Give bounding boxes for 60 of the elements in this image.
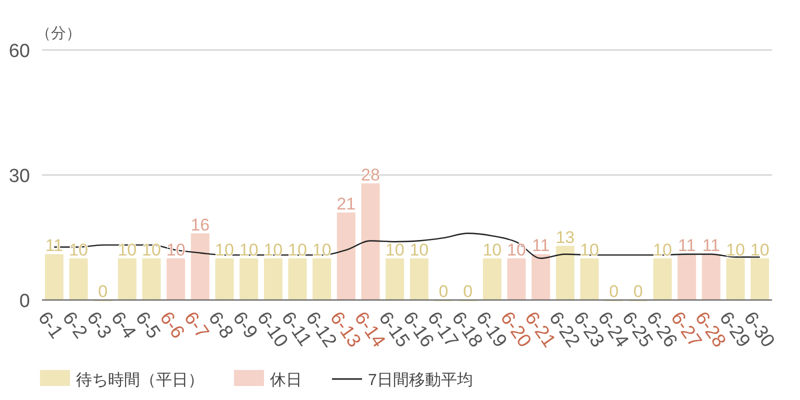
data-label: 10 [215, 240, 234, 260]
data-label: 11 [45, 236, 63, 256]
bar [69, 258, 88, 300]
data-label: 10 [653, 240, 672, 260]
data-label: 0 [609, 282, 619, 301]
data-label: 10 [410, 240, 429, 260]
bar [678, 254, 696, 300]
bar [166, 258, 186, 300]
data-label: 11 [532, 236, 550, 256]
bar [702, 254, 720, 300]
legend-label: 7日間移動平均 [368, 372, 473, 389]
y-axis-title: （分） [36, 25, 81, 42]
data-label: 0 [463, 282, 473, 301]
bar [580, 258, 599, 300]
data-label: 10 [142, 240, 161, 260]
data-label: 16 [190, 215, 210, 234]
bar [142, 258, 161, 300]
data-label: 10 [726, 240, 745, 260]
legend-label: 待ち時間（平日） [76, 371, 204, 389]
data-label: 10 [750, 240, 770, 260]
data-label: 0 [438, 282, 448, 301]
bar [264, 258, 282, 300]
data-label: 10 [507, 240, 526, 260]
data-label: 10 [239, 240, 258, 260]
bar [288, 258, 307, 300]
bar [750, 258, 770, 300]
bar [556, 246, 574, 300]
bar [118, 258, 136, 300]
bar [482, 258, 502, 300]
legend-label: 休日 [270, 372, 302, 389]
data-label: 10 [580, 240, 599, 260]
bar [190, 233, 210, 300]
data-label: 28 [361, 165, 380, 184]
bar [726, 258, 745, 300]
bar [215, 258, 234, 300]
data-label: 10 [482, 240, 502, 260]
bar [312, 258, 332, 300]
data-label: 10 [118, 240, 137, 260]
data-label: 10 [264, 240, 283, 260]
y-tick-label: 60 [8, 41, 30, 62]
data-label: 11 [702, 236, 720, 256]
y-tick-label: 30 [8, 166, 30, 187]
bar [507, 258, 526, 300]
data-label: 21 [336, 194, 356, 214]
bar [386, 258, 404, 300]
data-label: 13 [556, 228, 575, 247]
bar [361, 183, 380, 300]
data-label: 10 [312, 240, 332, 260]
data-label: 10 [288, 240, 307, 260]
data-label: 0 [633, 282, 643, 301]
bar [44, 254, 64, 300]
bar [240, 258, 258, 300]
bar [336, 212, 356, 300]
bar [532, 254, 550, 300]
bar [653, 258, 672, 300]
data-label: 11 [678, 236, 696, 256]
bar [410, 258, 428, 300]
data-label: 0 [98, 282, 108, 301]
data-label: 10 [385, 240, 404, 260]
y-tick-label: 0 [19, 291, 30, 312]
